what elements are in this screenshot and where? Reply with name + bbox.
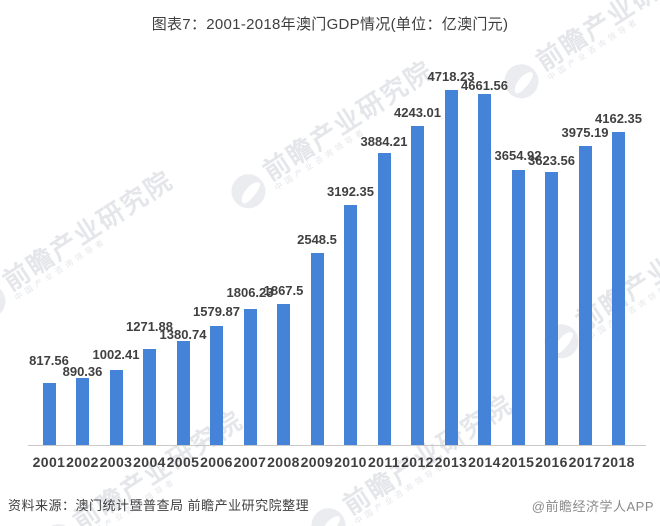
bar-2010 xyxy=(344,205,357,445)
bar-2016 xyxy=(545,172,558,445)
bar-value-label: 4661.56 xyxy=(461,78,508,93)
x-axis-tick-label: 2018 xyxy=(602,454,635,470)
bar-value-label: 890.36 xyxy=(62,364,103,379)
x-axis-tick-label: 2012 xyxy=(401,454,434,470)
bar-2008 xyxy=(277,304,290,445)
bar-value-label: 1579.87 xyxy=(193,304,240,319)
source-note: 资料来源：澳门统计暨普查局 前瞻产业研究院整理 xyxy=(8,498,310,513)
bar-2002 xyxy=(76,378,89,445)
bar-value-label: 2548.5 xyxy=(297,232,337,247)
bar-2013 xyxy=(444,90,458,445)
bar-value-label: 1806.23 xyxy=(226,285,274,300)
bar-2004 xyxy=(143,349,156,445)
bar-value-label: 1002.41 xyxy=(92,347,140,362)
x-axis-tick-label: 2015 xyxy=(501,454,535,470)
bar-value-label: 3654.92 xyxy=(494,148,542,163)
bar-2003 xyxy=(109,370,123,445)
bar-value-label: 3975.19 xyxy=(561,125,609,140)
app-credit: @前瞻经济学人APP xyxy=(531,499,654,514)
x-axis-tick-label: 2009 xyxy=(300,454,334,470)
chart-title: 图表7：2001-2018年澳门GDP情况(单位：亿澳门元) xyxy=(151,16,509,33)
bar-2007 xyxy=(243,309,257,445)
bar-2011 xyxy=(377,153,391,445)
x-axis-tick-label: 2008 xyxy=(267,454,300,470)
bar-2014 xyxy=(478,94,491,445)
bar-2017 xyxy=(578,146,592,445)
x-axis-tick-label: 2005 xyxy=(166,454,200,470)
bar-value-label: 3192.35 xyxy=(327,184,374,199)
x-axis-tick-label: 2007 xyxy=(233,454,267,470)
x-axis-tick-label: 2004 xyxy=(133,454,166,470)
x-axis-tick-label: 2013 xyxy=(434,454,468,470)
x-axis-tick-label: 2001 xyxy=(32,454,66,470)
bar-2018 xyxy=(612,132,625,445)
x-axis-tick-label: 2011 xyxy=(368,454,400,470)
bar-2012 xyxy=(411,126,424,445)
bar-value-label: 4243.01 xyxy=(394,105,441,120)
x-axis-tick-label: 2016 xyxy=(535,454,568,470)
x-axis-tick-label: 2017 xyxy=(568,454,602,470)
bar-value-label: 3623.56 xyxy=(528,153,575,168)
bar-2009 xyxy=(310,253,324,445)
x-axis-tick-label: 2010 xyxy=(334,454,367,470)
x-axis-tick-label: 2006 xyxy=(200,454,233,470)
bar-value-label: 4162.35 xyxy=(595,111,642,126)
bar-value-label: 3884.21 xyxy=(360,134,408,149)
x-axis-tick-label: 2014 xyxy=(468,454,501,470)
bar-2001 xyxy=(42,383,56,445)
bar-2006 xyxy=(210,326,223,445)
bar-value-label: 1271.88 xyxy=(126,319,173,334)
x-axis-tick-label: 2003 xyxy=(99,454,133,470)
x-axis-line xyxy=(28,445,646,446)
bar-value-label: 817.56 xyxy=(29,353,69,368)
bar-2015 xyxy=(511,170,525,445)
bar-value-label: 1380.74 xyxy=(159,327,207,342)
bar-value-label: 4718.23 xyxy=(427,69,475,84)
bar-value-label: 1867.5 xyxy=(263,283,304,298)
x-axis-tick-label: 2002 xyxy=(66,454,99,470)
bar-2005 xyxy=(176,341,190,445)
